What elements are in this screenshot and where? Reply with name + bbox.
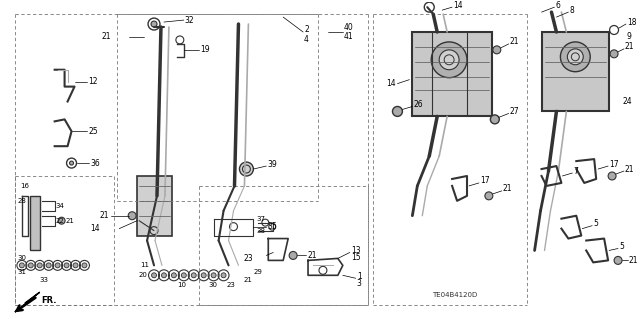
Text: 36: 36 — [90, 159, 100, 167]
Text: 28: 28 — [18, 198, 27, 204]
Bar — [541, 32, 609, 111]
Text: 16: 16 — [20, 183, 29, 189]
Circle shape — [37, 263, 42, 268]
Circle shape — [64, 263, 69, 268]
Text: FR.: FR. — [42, 296, 57, 305]
Text: 15: 15 — [351, 253, 360, 262]
Text: 14: 14 — [386, 79, 396, 88]
Text: 21: 21 — [65, 218, 74, 224]
Circle shape — [28, 263, 33, 268]
Text: 12: 12 — [88, 77, 98, 86]
Text: 7: 7 — [573, 167, 578, 175]
Text: 37: 37 — [257, 216, 266, 222]
Text: 5: 5 — [593, 219, 598, 228]
Text: 26: 26 — [413, 100, 423, 109]
Circle shape — [568, 49, 583, 65]
Circle shape — [73, 263, 78, 268]
Circle shape — [561, 42, 590, 72]
Bar — [30, 196, 40, 250]
Text: 30: 30 — [209, 282, 218, 288]
Bar — [412, 32, 492, 116]
Circle shape — [439, 50, 459, 70]
Text: 40: 40 — [344, 23, 353, 32]
Text: 41: 41 — [344, 33, 353, 41]
Text: 17: 17 — [480, 176, 490, 185]
Text: 5: 5 — [619, 242, 624, 251]
Text: 6: 6 — [556, 1, 560, 10]
Text: 9: 9 — [627, 33, 632, 41]
Text: 3: 3 — [356, 279, 362, 288]
Text: 32: 32 — [185, 16, 195, 25]
Text: 30: 30 — [18, 256, 27, 261]
Circle shape — [610, 50, 618, 58]
Text: 21: 21 — [102, 33, 111, 41]
Text: 14: 14 — [453, 1, 463, 10]
Text: 25: 25 — [88, 127, 98, 136]
Circle shape — [493, 46, 500, 54]
Text: 29: 29 — [253, 269, 262, 275]
Text: 21: 21 — [625, 165, 634, 174]
Circle shape — [201, 273, 206, 278]
Text: 11: 11 — [140, 262, 149, 268]
Bar — [137, 176, 172, 235]
Circle shape — [19, 263, 24, 268]
Text: 17: 17 — [609, 160, 619, 168]
Text: 21: 21 — [307, 251, 317, 260]
Text: 23: 23 — [244, 254, 253, 263]
Text: 21: 21 — [509, 37, 519, 47]
Text: 27: 27 — [509, 107, 519, 116]
Circle shape — [485, 192, 493, 200]
Circle shape — [161, 273, 166, 278]
Text: 33: 33 — [40, 277, 49, 283]
Circle shape — [211, 273, 216, 278]
Circle shape — [46, 263, 51, 268]
Text: 39: 39 — [268, 160, 277, 168]
Circle shape — [70, 161, 74, 165]
Text: 21: 21 — [629, 256, 639, 265]
Text: 1: 1 — [356, 272, 362, 281]
Text: 21: 21 — [100, 211, 109, 220]
Text: 35: 35 — [268, 222, 277, 231]
Text: 18: 18 — [627, 18, 637, 26]
Text: 21: 21 — [503, 184, 512, 193]
Circle shape — [82, 263, 87, 268]
Text: 31: 31 — [18, 269, 27, 275]
Circle shape — [58, 217, 65, 224]
Polygon shape — [15, 292, 40, 312]
Circle shape — [289, 251, 297, 259]
Circle shape — [239, 162, 253, 176]
Circle shape — [608, 172, 616, 180]
Text: TE04B4120D: TE04B4120D — [432, 292, 477, 298]
Text: 4: 4 — [304, 35, 309, 44]
Circle shape — [128, 212, 136, 220]
Text: 20: 20 — [138, 272, 147, 278]
Text: 13: 13 — [351, 246, 360, 255]
Circle shape — [490, 115, 499, 124]
Circle shape — [151, 21, 157, 27]
Text: 2: 2 — [304, 26, 309, 34]
Text: 21: 21 — [243, 277, 252, 283]
Circle shape — [55, 263, 60, 268]
Text: 22: 22 — [56, 218, 65, 224]
Circle shape — [431, 42, 467, 78]
Circle shape — [392, 107, 403, 116]
Circle shape — [191, 273, 196, 278]
Text: 34: 34 — [56, 203, 65, 209]
Text: 38: 38 — [257, 228, 266, 234]
Text: 8: 8 — [570, 6, 574, 15]
Text: 21: 21 — [625, 42, 634, 51]
Circle shape — [221, 273, 226, 278]
Circle shape — [614, 256, 622, 264]
Circle shape — [152, 273, 157, 278]
Text: 10: 10 — [177, 282, 186, 288]
Text: 23: 23 — [227, 282, 236, 288]
Text: 24: 24 — [622, 97, 632, 106]
Circle shape — [172, 273, 177, 278]
Text: 19: 19 — [200, 45, 209, 54]
Text: 14: 14 — [90, 224, 99, 233]
Circle shape — [181, 273, 186, 278]
